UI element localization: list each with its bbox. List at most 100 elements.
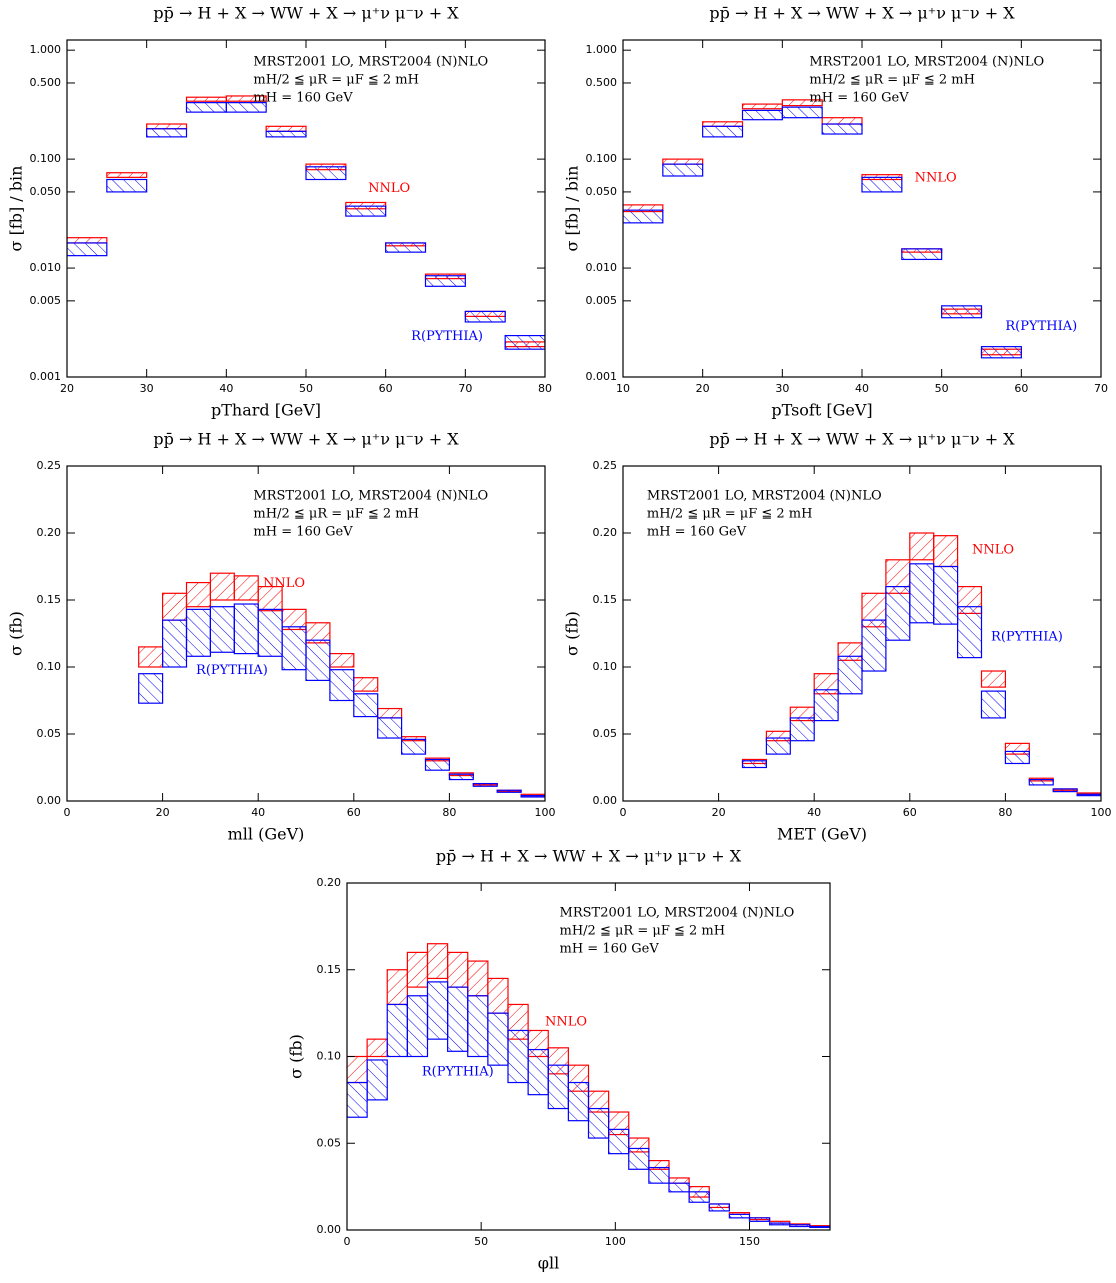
band bbox=[504, 334, 545, 350]
plot-area bbox=[138, 572, 545, 798]
legend-label: NNLO bbox=[972, 542, 1014, 557]
band bbox=[608, 1128, 630, 1155]
legend-label: R(PYTHIA) bbox=[1005, 319, 1077, 334]
band bbox=[347, 1055, 368, 1084]
band bbox=[668, 1177, 690, 1184]
y-tick-label: 0.25 bbox=[37, 459, 62, 472]
annotation: mH = 160 GeV bbox=[560, 942, 660, 957]
band bbox=[472, 782, 498, 787]
x-tick-label: 70 bbox=[458, 382, 472, 395]
x-tick-label: 30 bbox=[140, 382, 154, 395]
band bbox=[861, 176, 903, 193]
annotation: MRST2001 LO, MRST2004 (N)NLO bbox=[809, 55, 1044, 70]
x-tick-label: 150 bbox=[739, 1235, 760, 1248]
band bbox=[265, 125, 307, 132]
x-tick-label: 100 bbox=[1091, 806, 1112, 819]
y-tick-label: 1.000 bbox=[586, 43, 618, 56]
band bbox=[909, 532, 935, 561]
y-tick-label: 0.100 bbox=[30, 152, 62, 165]
band bbox=[708, 1203, 730, 1212]
band bbox=[138, 646, 164, 668]
band bbox=[406, 951, 429, 988]
y-tick-label: 0.001 bbox=[30, 370, 62, 383]
x-tick-label: 80 bbox=[442, 806, 456, 819]
y-tick-label: 0.050 bbox=[30, 185, 62, 198]
legend-label: NNLO bbox=[263, 576, 305, 591]
annotation: MRST2001 LO, MRST2004 (N)NLO bbox=[253, 55, 488, 70]
x-axis-label: pTsoft [GeV] bbox=[771, 401, 872, 420]
x-tick-label: 60 bbox=[903, 806, 917, 819]
chart-title: pp̄ → H + X → WW + X → μ⁺ν μ⁻ν + X bbox=[709, 4, 1015, 23]
y-tick-label: 1.000 bbox=[30, 43, 62, 56]
annotation: mH/2 ≦ μR = μF ≦ 2 mH bbox=[809, 73, 975, 88]
y-tick-label: 0.050 bbox=[586, 185, 618, 198]
y-tick-label: 0.00 bbox=[317, 1223, 342, 1236]
band bbox=[809, 1225, 830, 1228]
y-tick-label: 0.15 bbox=[37, 593, 62, 606]
annotation: mH = 160 GeV bbox=[253, 91, 353, 106]
band bbox=[781, 99, 823, 107]
legend-label: NNLO bbox=[545, 1014, 587, 1029]
band bbox=[347, 1081, 368, 1118]
band bbox=[353, 693, 379, 718]
band bbox=[401, 738, 427, 755]
band bbox=[1004, 750, 1030, 765]
band bbox=[741, 109, 783, 121]
band bbox=[281, 626, 307, 671]
y-tick-label: 0.10 bbox=[593, 660, 618, 673]
y-tick-label: 0.100 bbox=[586, 152, 618, 165]
y-tick-label: 0.010 bbox=[30, 261, 62, 274]
annotation: mH = 160 GeV bbox=[253, 525, 353, 540]
y-axis-label: σ [fb] / bin bbox=[7, 166, 26, 252]
band bbox=[329, 652, 355, 668]
band bbox=[209, 606, 235, 653]
band bbox=[662, 158, 704, 165]
x-tick-label: 60 bbox=[347, 806, 361, 819]
band bbox=[209, 572, 235, 601]
band bbox=[467, 995, 489, 1058]
chart-title: pp̄ → H + X → WW + X → μ⁺ν μ⁻ν + X bbox=[709, 430, 1015, 449]
band bbox=[406, 995, 429, 1058]
band bbox=[377, 707, 403, 719]
band bbox=[138, 673, 164, 704]
x-tick-label: 30 bbox=[775, 382, 789, 395]
band bbox=[662, 163, 704, 177]
annotation: mH/2 ≦ μR = μF ≦ 2 mH bbox=[560, 924, 726, 939]
x-axis-label: φll bbox=[538, 1254, 559, 1273]
band bbox=[769, 1222, 791, 1226]
band bbox=[980, 690, 1006, 719]
band bbox=[980, 670, 1006, 688]
plot-area bbox=[67, 95, 545, 350]
x-tick-label: 40 bbox=[251, 806, 265, 819]
y-tick-label: 0.500 bbox=[30, 76, 62, 89]
band bbox=[668, 1182, 690, 1193]
y-axis-label: σ (fb) bbox=[563, 611, 582, 656]
y-tick-label: 0.25 bbox=[593, 459, 618, 472]
x-tick-label: 60 bbox=[1014, 382, 1028, 395]
x-tick-label: 0 bbox=[620, 806, 627, 819]
x-tick-label: 50 bbox=[935, 382, 949, 395]
annotation: mH = 160 GeV bbox=[809, 91, 909, 106]
y-tick-label: 0.05 bbox=[37, 727, 62, 740]
annotation: MRST2001 LO, MRST2004 (N)NLO bbox=[253, 489, 488, 504]
x-axis-label: mll (GeV) bbox=[228, 825, 305, 844]
frame bbox=[622, 465, 1102, 802]
band bbox=[426, 943, 449, 980]
y-tick-label: 0.00 bbox=[593, 794, 618, 807]
x-tick-label: 40 bbox=[855, 382, 869, 395]
band bbox=[225, 95, 267, 102]
band bbox=[386, 969, 408, 1006]
y-tick-label: 0.10 bbox=[317, 1050, 342, 1063]
band bbox=[702, 125, 744, 138]
legend-label: NNLO bbox=[915, 171, 957, 186]
y-tick-label: 0.001 bbox=[586, 370, 618, 383]
band bbox=[257, 608, 283, 657]
y-tick-label: 0.00 bbox=[37, 794, 62, 807]
band bbox=[507, 1029, 529, 1084]
band bbox=[67, 242, 108, 257]
band bbox=[305, 166, 347, 181]
annotation: MRST2001 LO, MRST2004 (N)NLO bbox=[560, 906, 795, 921]
annotation: mH/2 ≦ μR = μF ≦ 2 mH bbox=[253, 507, 419, 522]
band bbox=[467, 960, 489, 997]
